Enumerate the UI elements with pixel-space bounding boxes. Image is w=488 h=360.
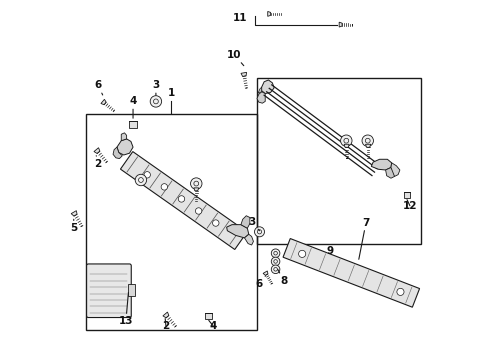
Text: 4: 4 xyxy=(208,320,216,331)
Polygon shape xyxy=(257,92,264,103)
Text: 6: 6 xyxy=(94,80,102,95)
Text: 4: 4 xyxy=(129,96,137,118)
Circle shape xyxy=(150,96,162,107)
Polygon shape xyxy=(365,144,370,147)
Text: 10: 10 xyxy=(227,50,244,66)
Text: 8: 8 xyxy=(277,269,287,286)
Circle shape xyxy=(178,196,184,202)
Circle shape xyxy=(396,288,403,296)
FancyBboxPatch shape xyxy=(86,264,131,318)
Bar xyxy=(204,314,212,319)
Polygon shape xyxy=(120,152,246,249)
Bar xyxy=(129,121,137,128)
Polygon shape xyxy=(370,159,391,170)
Polygon shape xyxy=(94,148,100,153)
Polygon shape xyxy=(101,99,106,105)
Text: 11: 11 xyxy=(232,13,247,23)
Polygon shape xyxy=(241,72,246,76)
Text: 1: 1 xyxy=(167,88,175,98)
Text: 12: 12 xyxy=(402,200,416,211)
Polygon shape xyxy=(193,188,198,191)
Polygon shape xyxy=(113,147,122,158)
Bar xyxy=(257,78,421,244)
Text: 5: 5 xyxy=(70,219,77,233)
Polygon shape xyxy=(263,271,267,275)
Circle shape xyxy=(254,227,264,237)
Polygon shape xyxy=(163,312,168,318)
Text: 6: 6 xyxy=(255,276,264,289)
Polygon shape xyxy=(258,87,261,93)
Polygon shape xyxy=(241,216,249,228)
Text: 3: 3 xyxy=(247,217,259,231)
Circle shape xyxy=(271,257,279,266)
Polygon shape xyxy=(226,225,248,238)
Polygon shape xyxy=(339,22,342,27)
Bar xyxy=(128,284,135,296)
Text: 3: 3 xyxy=(152,80,159,95)
Circle shape xyxy=(361,135,373,147)
Text: 9: 9 xyxy=(326,247,333,256)
Text: 7: 7 xyxy=(358,218,369,259)
Text: 13: 13 xyxy=(119,293,133,326)
Polygon shape xyxy=(267,12,270,16)
Polygon shape xyxy=(244,234,253,245)
Circle shape xyxy=(161,184,167,190)
Polygon shape xyxy=(390,163,399,176)
Bar xyxy=(403,192,409,198)
Polygon shape xyxy=(71,211,77,216)
Circle shape xyxy=(340,135,351,147)
Text: 2: 2 xyxy=(94,156,102,169)
Polygon shape xyxy=(344,144,348,147)
Polygon shape xyxy=(117,139,133,155)
Circle shape xyxy=(190,178,202,189)
Polygon shape xyxy=(385,167,394,178)
Circle shape xyxy=(135,174,146,186)
Text: 2: 2 xyxy=(162,319,169,331)
Circle shape xyxy=(271,249,279,257)
Polygon shape xyxy=(283,239,419,307)
Circle shape xyxy=(298,250,305,257)
Circle shape xyxy=(271,265,279,274)
Polygon shape xyxy=(121,133,126,141)
Circle shape xyxy=(212,220,219,226)
Circle shape xyxy=(195,208,202,214)
Circle shape xyxy=(143,172,150,178)
Polygon shape xyxy=(261,80,274,94)
Bar xyxy=(85,114,257,330)
